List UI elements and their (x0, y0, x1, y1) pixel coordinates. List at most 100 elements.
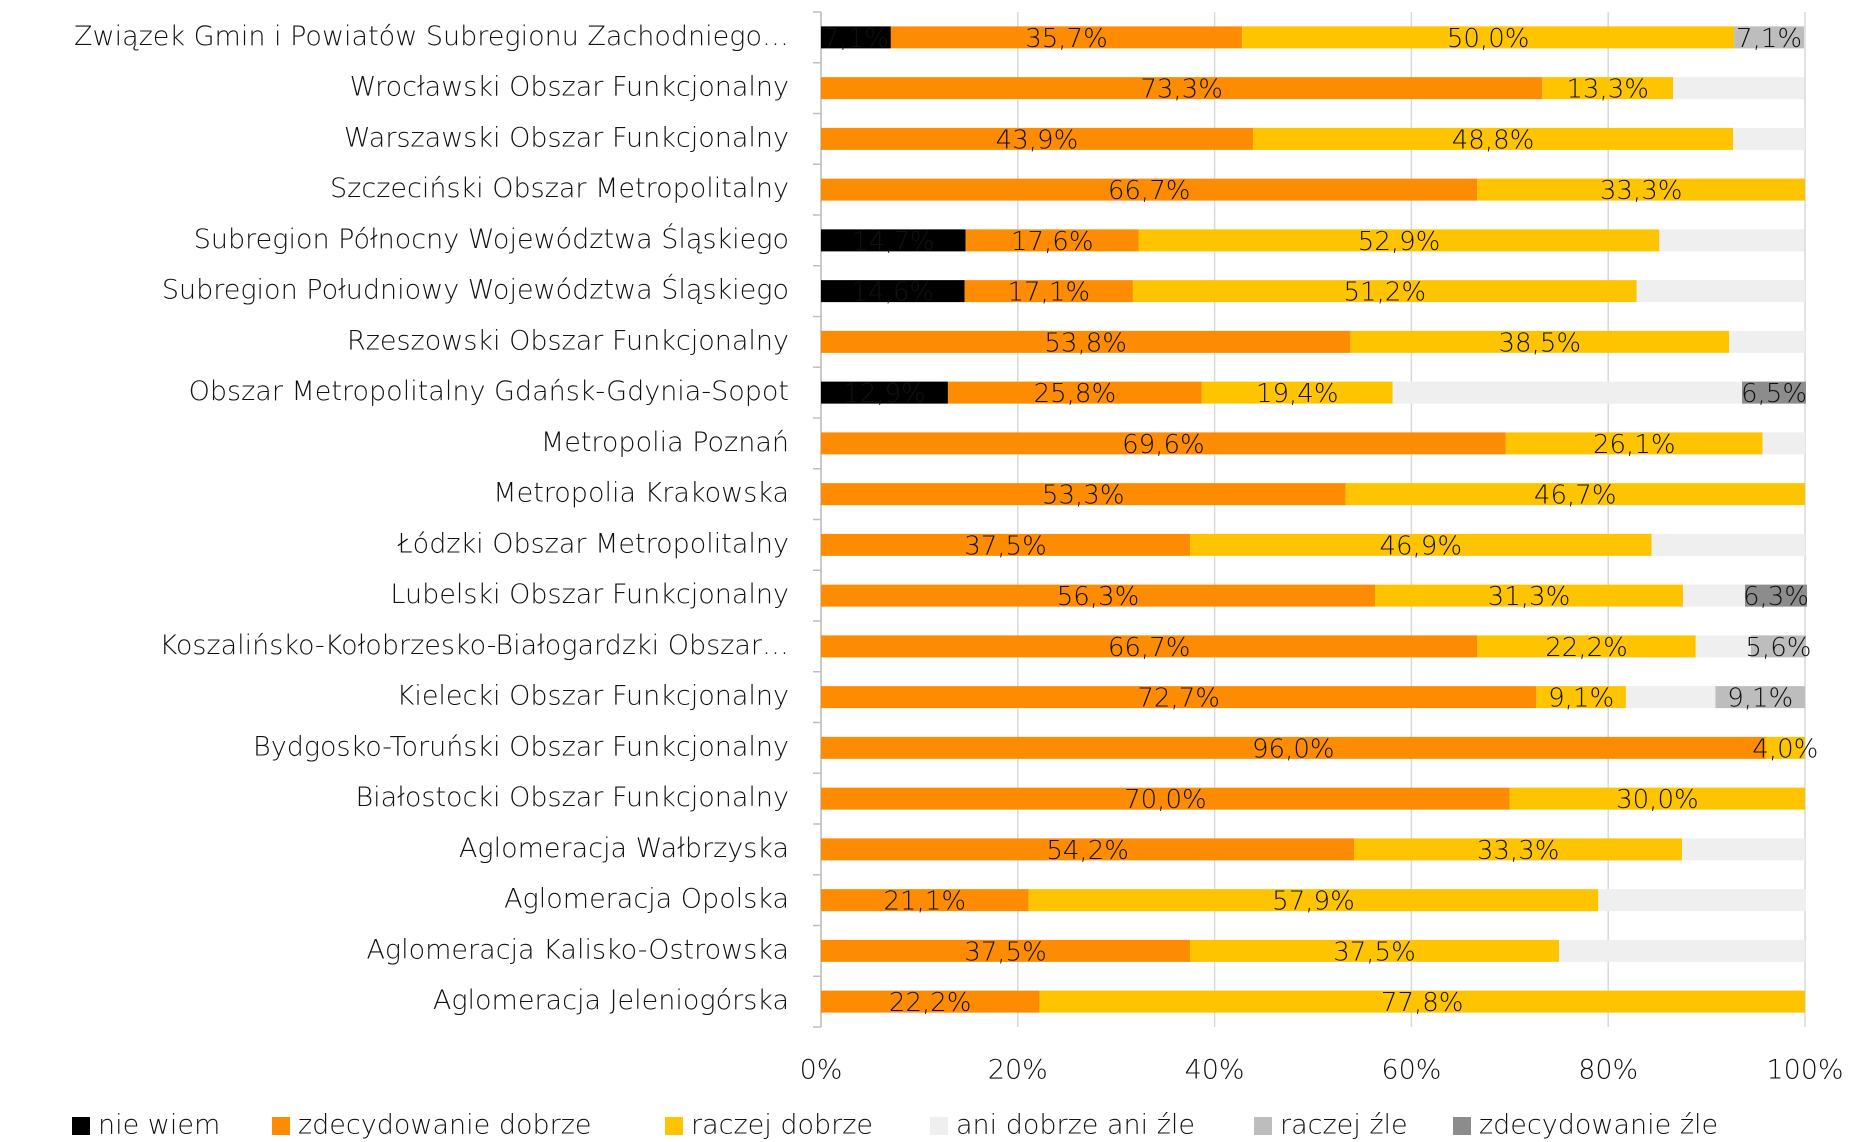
bar-segment (821, 127, 1253, 150)
value-label: 53,8% (1044, 328, 1127, 358)
value-label: 48,8% (1452, 125, 1535, 155)
value-label: 66,7% (1108, 176, 1191, 206)
value-label: 21,1% (884, 887, 967, 917)
legend-label: zdecydowanie źle (1479, 1110, 1718, 1141)
x-tick-label: 0% (800, 1055, 843, 1086)
bar-segment (821, 838, 1355, 861)
value-label: 22,2% (889, 988, 972, 1018)
legend-label: zdecydowanie dobrze (298, 1110, 592, 1141)
value-label: 17,1% (1007, 278, 1090, 308)
bar-segment (1559, 939, 1805, 962)
bar-segment (1625, 686, 1716, 709)
category-label: Rzeszowski Obszar Funkcjonalny (347, 325, 789, 356)
bar-segment (821, 939, 1190, 962)
category-label: Obszar Metropolitalny Gdańsk-Gdynia-Sopo… (189, 376, 789, 407)
value-label: 37,5% (964, 937, 1047, 967)
bar-segment (821, 178, 1478, 201)
bar-segment (890, 26, 1243, 49)
category-label: Aglomeracja Opolska (504, 884, 789, 915)
bar-segment (821, 381, 948, 404)
bar-segment (1673, 77, 1805, 100)
category-label: Subregion Północny Województwa Śląskiego (194, 223, 789, 255)
category-label: Aglomeracja Kalisko-Ostrowska (366, 934, 789, 965)
value-label: 37,5% (1333, 937, 1416, 967)
bar-segment (821, 432, 1506, 455)
bar-segment (1744, 584, 1807, 607)
category-label: Szczeciński Obszar Metropolitalny (330, 173, 789, 204)
bar-segment (1733, 127, 1805, 150)
bar-segment (1392, 381, 1743, 404)
bar-segment (1765, 736, 1805, 759)
bar-segment (1039, 990, 1805, 1013)
bar-segment (821, 26, 891, 49)
category-label: Metropolia Poznań (541, 427, 789, 458)
bar-segment (821, 635, 1478, 658)
bar-segment (821, 533, 1190, 556)
value-label: 56,3% (1057, 582, 1140, 612)
value-label: 17,6% (1011, 227, 1094, 257)
bar-segment (821, 686, 1537, 709)
category-label: Aglomeracja Wałbrzyska (459, 833, 789, 864)
bar-segment (821, 229, 966, 252)
bar-segment (1190, 939, 1559, 962)
value-label: 52,9% (1358, 227, 1441, 257)
bar-segment (1374, 584, 1683, 607)
bar-segment (1242, 26, 1735, 49)
category-label: Lubelski Obszar Funkcjonalny (390, 579, 789, 610)
category-label: Subregion Południowy Województwa Śląskie… (162, 274, 789, 306)
value-label: 46,7% (1534, 481, 1617, 511)
value-label: 26,1% (1593, 430, 1676, 460)
bar-segment (1762, 432, 1805, 455)
bar-segment (1138, 229, 1660, 252)
legend-label: raczej źle (1280, 1110, 1408, 1141)
value-label: 13,3% (1566, 75, 1649, 105)
bar-segment (1132, 280, 1637, 303)
value-label: 77,8% (1381, 988, 1464, 1018)
value-label: 6,5% (1741, 379, 1807, 409)
bar-segment (1345, 483, 1805, 506)
bar-segment (1715, 686, 1805, 709)
bar-segment (1252, 127, 1734, 150)
bar-segment (1028, 889, 1599, 912)
value-label: 35,7% (1025, 24, 1108, 54)
value-label: 9,1% (1548, 684, 1614, 714)
x-tick-label: 40% (1185, 1055, 1245, 1086)
x-tick-label: 60% (1381, 1055, 1441, 1086)
value-label: 72,7% (1137, 684, 1220, 714)
legend-swatch (1453, 1117, 1471, 1135)
bar-segment (821, 280, 965, 303)
x-tick-label: 100% (1766, 1055, 1843, 1086)
value-label: 7,1% (1736, 24, 1802, 54)
bar-segment (1636, 280, 1805, 303)
bar-segment (821, 889, 1029, 912)
bar-segment (821, 990, 1040, 1013)
value-label: 6,3% (1743, 582, 1809, 612)
category-label: Warszawski Obszar Funkcjonalny (344, 122, 789, 153)
value-label: 30,0% (1616, 785, 1699, 815)
legend-swatch (272, 1117, 290, 1135)
legend-swatch (665, 1117, 683, 1135)
value-label: 51,2% (1344, 278, 1427, 308)
category-label: Metropolia Krakowska (493, 478, 789, 509)
bar-segment (821, 77, 1543, 100)
bar-segment (821, 330, 1351, 353)
value-label: 5,6% (1745, 633, 1811, 663)
value-label: 57,9% (1272, 887, 1355, 917)
value-label: 33,3% (1477, 836, 1560, 866)
value-label: 33,3% (1600, 176, 1683, 206)
value-label: 9,1% (1727, 684, 1793, 714)
value-label: 31,3% (1488, 582, 1571, 612)
bar-segment (1509, 787, 1805, 810)
bar-segment (1536, 686, 1626, 709)
value-label: 54,2% (1046, 836, 1129, 866)
value-label: 12,9% (843, 379, 926, 409)
bar-segment (1350, 330, 1730, 353)
legend-label: nie wiem (98, 1110, 220, 1141)
value-label: 22,2% (1545, 633, 1628, 663)
bar-segment (1505, 432, 1763, 455)
value-label: 66,7% (1108, 633, 1191, 663)
bar-segment (1354, 838, 1682, 861)
value-label: 46,9% (1379, 531, 1462, 561)
bar-segment (1659, 229, 1805, 252)
